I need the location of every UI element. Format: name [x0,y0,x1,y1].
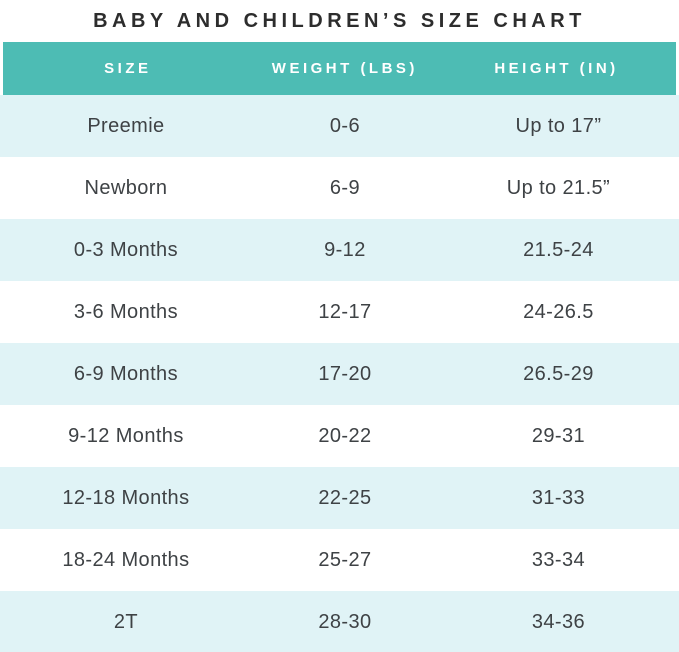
weight-cell: 9-12 [324,238,366,261]
size-cell: 2T [113,610,139,633]
height-cell: 33-34 [531,548,586,571]
height-cell: 29-31 [531,424,586,447]
page-title: BABY AND CHILDREN’S SIZE CHART [93,10,586,32]
column-header-size: SIZE [104,60,152,77]
weight-cell: 28-30 [318,610,372,633]
size-cell: 12-18 Months [62,486,190,509]
weight-cell: 12-17 [318,300,372,323]
size-cell: Preemie [87,114,165,137]
table-row: Preemie 0-6 Up to 17” [0,95,679,157]
size-cell: 6-9 Months [73,362,178,385]
column-header-weight: WEIGHT (LBS) [271,60,418,77]
height-cell: 34-36 [531,610,586,633]
column-header-height: HEIGHT (IN) [494,60,619,77]
height-cell: Up to 17” [515,114,602,137]
table-row: 3-6 Months 12-17 24-26.5 [0,281,679,343]
size-cell: 3-6 Months [73,300,178,323]
size-cell: Newborn [84,176,168,199]
height-cell: 24-26.5 [523,300,594,323]
table-header-row: SIZE WEIGHT (LBS) HEIGHT (IN) [3,42,676,95]
weight-cell: 25-27 [318,548,372,571]
table-row: 0-3 Months 9-12 21.5-24 [0,219,679,281]
size-cell: 0-3 Months [73,238,178,261]
table-row: 18-24 Months 25-27 33-34 [0,529,679,591]
size-cell: 18-24 Months [62,548,190,571]
weight-cell: 22-25 [318,486,372,509]
height-cell: Up to 21.5” [506,176,611,199]
height-cell: 21.5-24 [523,238,594,261]
height-cell: 31-33 [531,486,586,509]
table-row: 9-12 Months 20-22 29-31 [0,405,679,467]
table-row: Newborn 6-9 Up to 21.5” [0,157,679,219]
table-row: 12-18 Months 22-25 31-33 [0,467,679,529]
weight-cell: 20-22 [318,424,372,447]
table-row: 6-9 Months 17-20 26.5-29 [0,343,679,405]
table-row: 2T 28-30 34-36 [0,591,679,652]
size-cell: 9-12 Months [68,424,184,447]
weight-cell: 17-20 [318,362,372,385]
weight-cell: 0-6 [329,114,360,137]
weight-cell: 6-9 [329,176,360,199]
height-cell: 26.5-29 [523,362,594,385]
